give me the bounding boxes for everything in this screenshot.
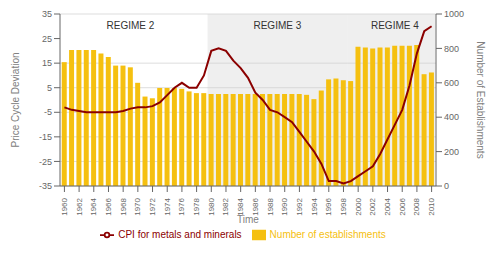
svg-text:1994: 1994 [310, 197, 319, 215]
svg-text:1990: 1990 [280, 197, 289, 215]
svg-text:1986: 1986 [250, 198, 260, 216]
svg-text:800: 800 [444, 44, 459, 54]
svg-text:1974: 1974 [163, 197, 172, 215]
svg-text:25: 25 [42, 34, 52, 44]
svg-text:1982: 1982 [221, 197, 230, 215]
svg-text:1962: 1962 [75, 197, 84, 215]
svg-text:35: 35 [42, 9, 52, 19]
svg-text:REGIME 3: REGIME 3 [253, 20, 301, 31]
html-text:CPI for metals and minerals: CPI for metals and minerals [118, 228, 242, 240]
svg-text:1968: 1968 [119, 197, 128, 215]
svg-text:Time: Time [237, 214, 259, 225]
svg-text:1988: 1988 [266, 197, 275, 215]
svg-text:1966: 1966 [104, 197, 113, 215]
svg-text:1964: 1964 [89, 197, 98, 215]
svg-text:400: 400 [444, 112, 459, 122]
svg-text:600: 600 [444, 78, 459, 88]
svg-text:2002: 2002 [368, 197, 377, 215]
svg-text:-5: -5 [44, 107, 52, 117]
svg-text:1992: 1992 [295, 197, 304, 215]
svg-text:Number of Establishments: Number of Establishments [475, 41, 486, 158]
svg-text:15: 15 [42, 58, 52, 68]
svg-text:5: 5 [47, 83, 52, 93]
svg-text:REGIME 4: REGIME 4 [371, 20, 419, 31]
svg-text:-25: -25 [39, 157, 52, 167]
svg-text:0: 0 [444, 181, 449, 191]
svg-text:1978: 1978 [192, 197, 201, 215]
svg-text:1972: 1972 [148, 197, 157, 215]
svg-text:1998: 1998 [339, 197, 348, 215]
html-text:Number of establishments: Number of establishments [269, 228, 386, 240]
svg-text:1984: 1984 [236, 198, 246, 216]
svg-text:1960: 1960 [60, 197, 69, 215]
svg-text:2010: 2010 [427, 197, 436, 215]
svg-text:-15: -15 [39, 132, 52, 142]
svg-text:2004: 2004 [383, 197, 392, 215]
svg-text:1970: 1970 [133, 197, 142, 215]
svg-text:1000: 1000 [444, 9, 464, 19]
svg-text:REGIME 2: REGIME 2 [107, 20, 155, 31]
svg-text:-35: -35 [39, 181, 52, 191]
svg-text:200: 200 [444, 147, 459, 157]
svg-text:1996: 1996 [324, 197, 333, 215]
svg-text:2000: 2000 [354, 197, 363, 215]
svg-text:2006: 2006 [398, 197, 407, 215]
svg-text:2008: 2008 [412, 197, 421, 215]
svg-text:1976: 1976 [177, 197, 186, 215]
svg-text:Price Cycle Deviation: Price Cycle Deviation [10, 52, 21, 147]
svg-text:1980: 1980 [207, 197, 216, 215]
